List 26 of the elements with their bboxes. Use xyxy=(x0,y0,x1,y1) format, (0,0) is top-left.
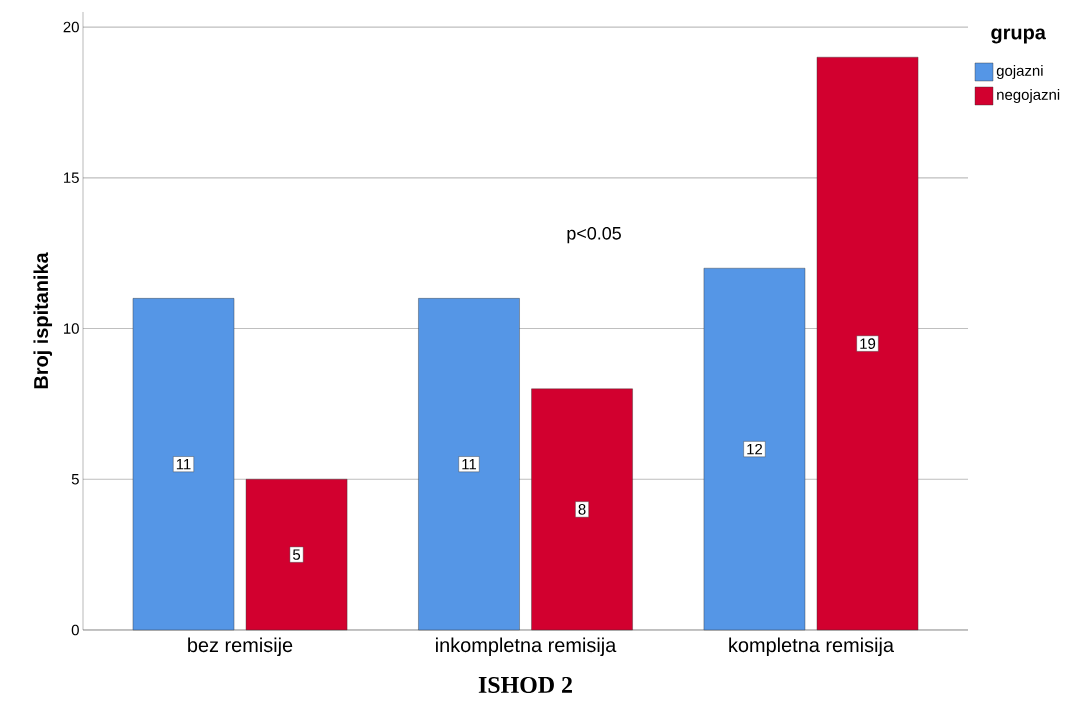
data-label: 11 xyxy=(176,459,191,470)
annotation: p<0.05 xyxy=(567,226,621,244)
y-tick-label: 20 xyxy=(63,21,79,33)
data-label: 8 xyxy=(578,504,586,515)
x-tick-label: inkompletna remisija xyxy=(436,637,617,657)
y-tick-label: 5 xyxy=(71,474,79,485)
bar xyxy=(418,298,520,631)
data-label: 5 xyxy=(292,549,301,560)
bar xyxy=(816,57,919,631)
x-axis-title: ISHOD 2 xyxy=(478,676,572,693)
legend-label: gojazni xyxy=(996,65,1043,79)
y-axis-title: Broj ispitanika xyxy=(33,252,53,389)
data-label: 12 xyxy=(747,443,763,455)
bar xyxy=(703,268,806,631)
legend-label: negojazni xyxy=(997,89,1060,103)
data-label: 11 xyxy=(462,459,477,470)
y-tick-label: 15 xyxy=(64,172,79,183)
data-label: 19 xyxy=(860,338,876,349)
bar xyxy=(245,479,348,631)
x-tick-label: kompletna remisija xyxy=(729,637,894,657)
x-tick-label: bez remisije xyxy=(188,637,293,657)
y-tick-label: 0 xyxy=(71,624,79,636)
legend-title: grupa xyxy=(991,28,1046,44)
bar xyxy=(132,298,235,631)
bar xyxy=(531,388,633,631)
y-tick-label: 10 xyxy=(64,323,79,334)
